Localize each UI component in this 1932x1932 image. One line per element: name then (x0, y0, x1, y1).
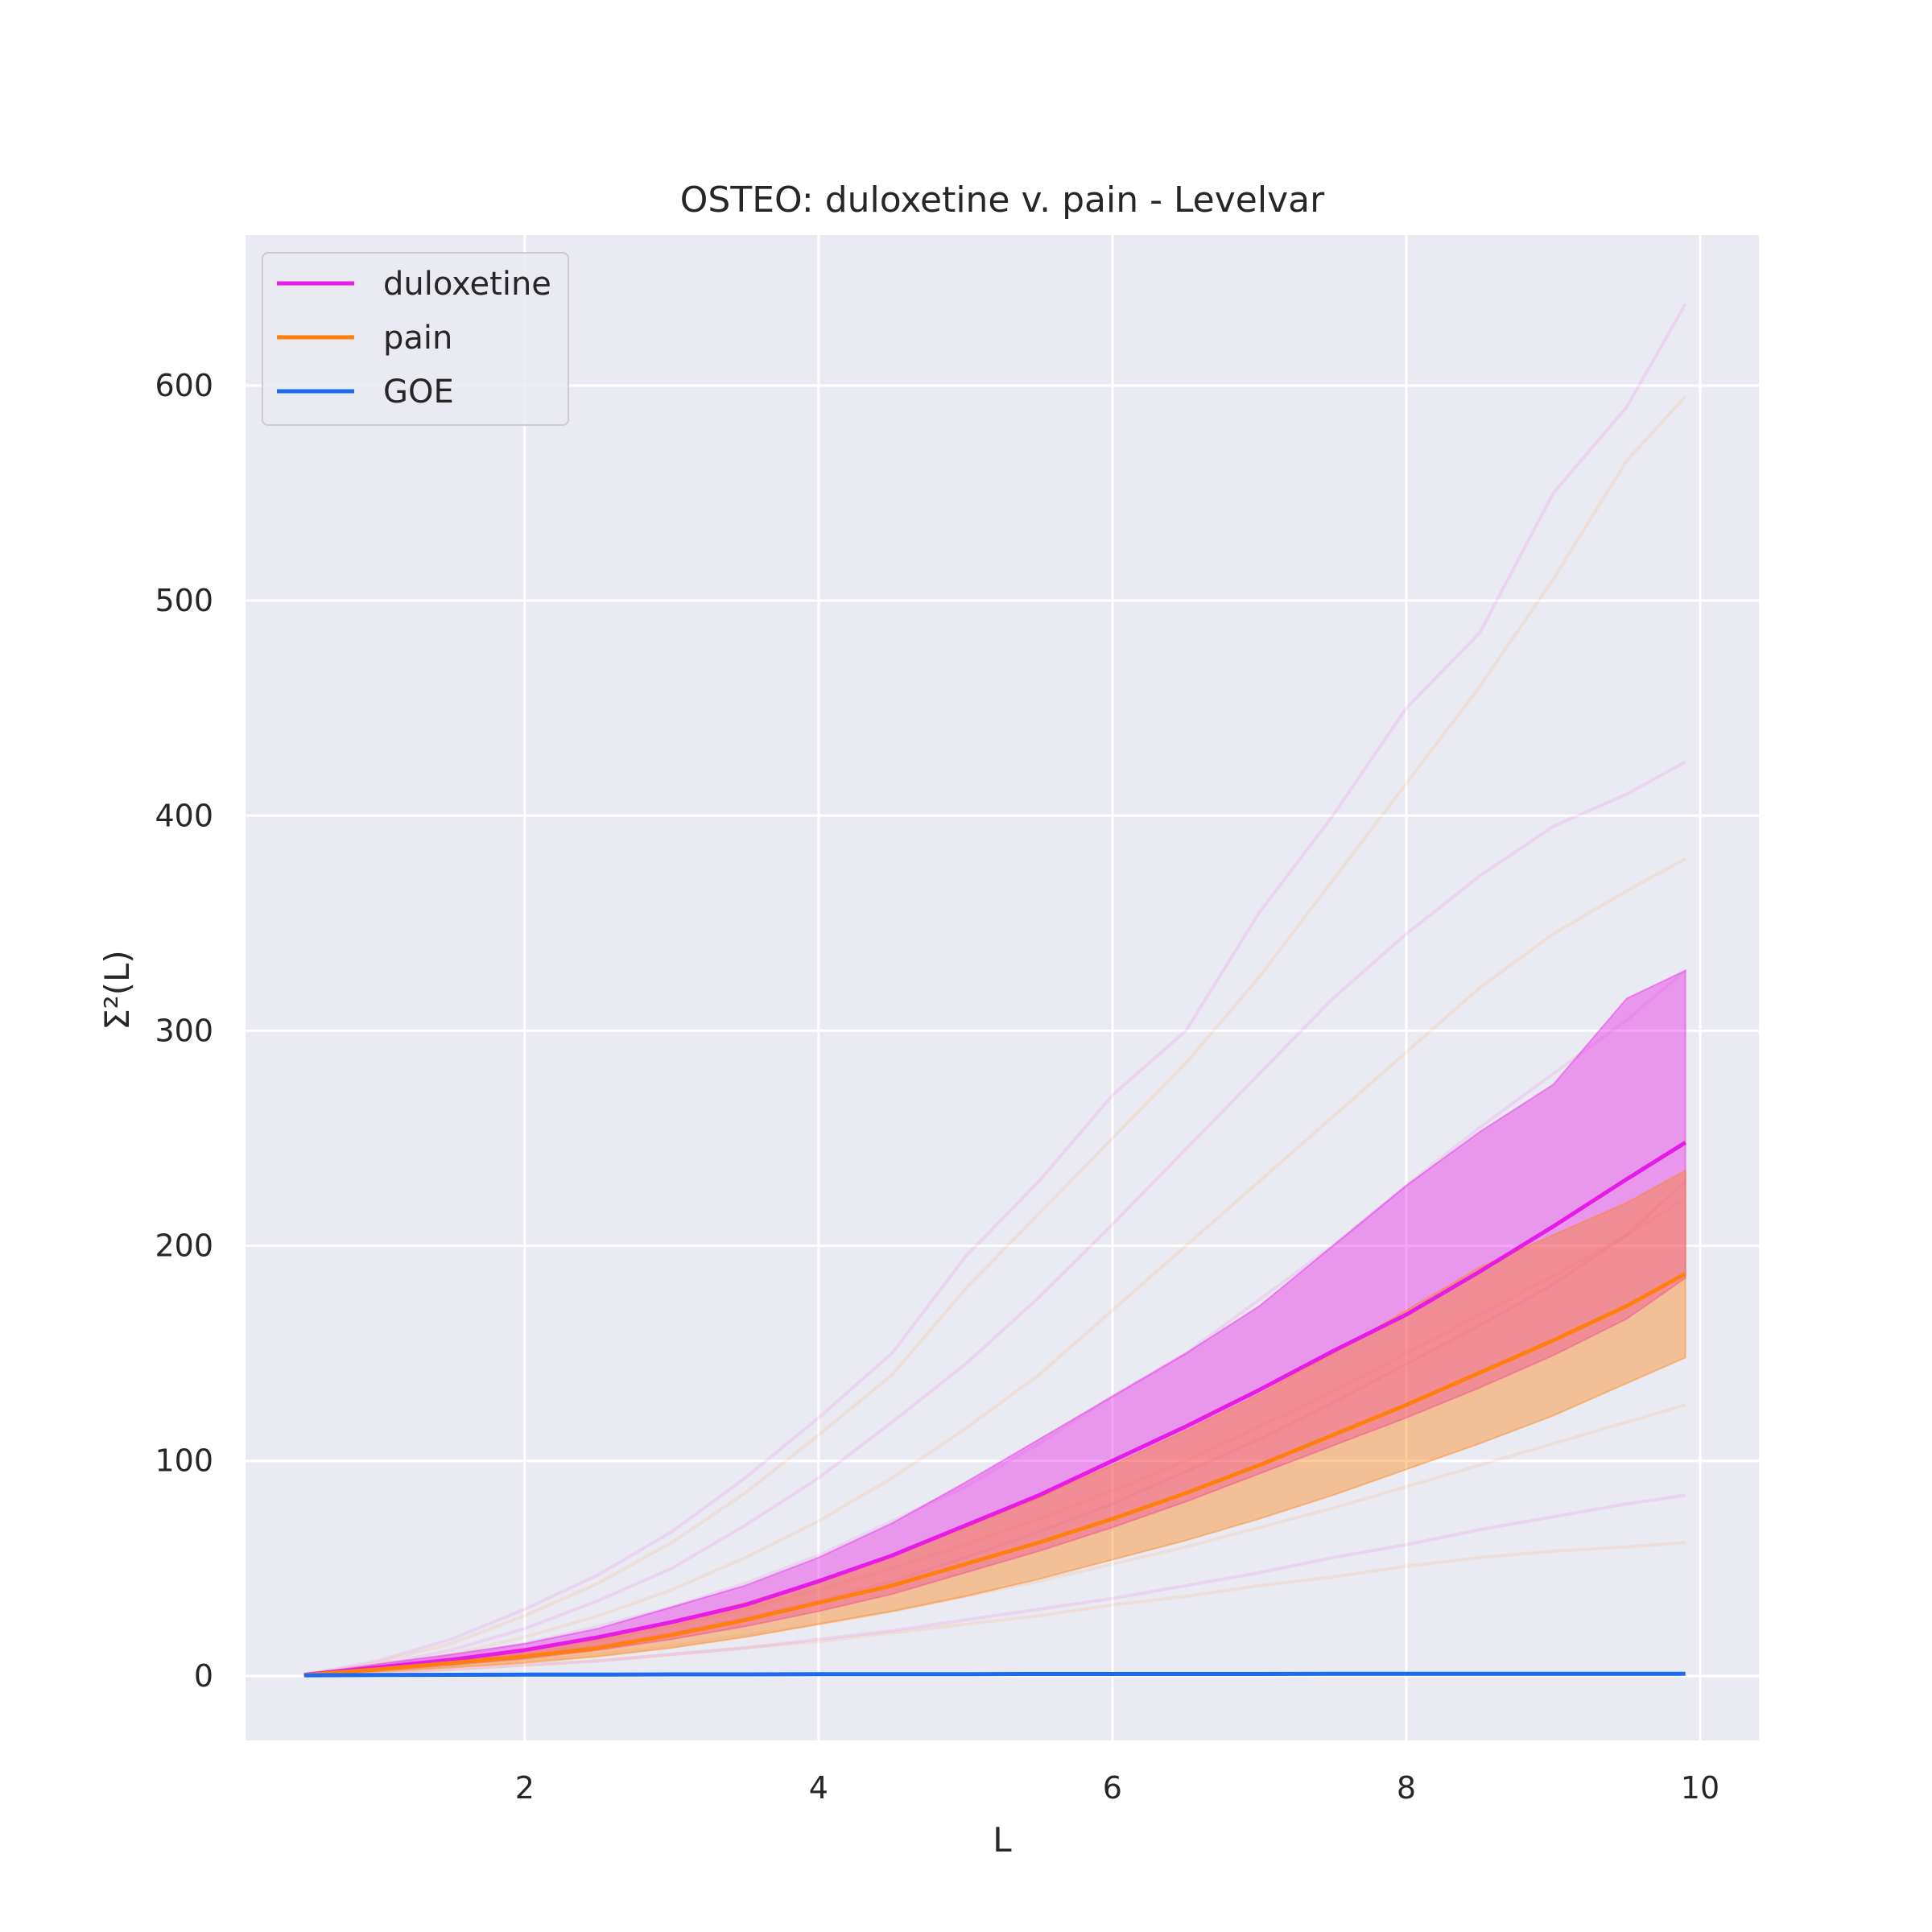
grid-lines (246, 235, 1759, 1740)
y-tick-label: 600 (155, 368, 213, 403)
x-tick-label: 6 (1103, 1770, 1122, 1806)
y-tick-label: 0 (194, 1658, 213, 1694)
duloxetine-individual-trace (303, 760, 1686, 1677)
y-tick-label: 300 (155, 1013, 213, 1048)
y-axis-label: Σ²(L) (97, 950, 137, 1030)
y-tick-label: 200 (155, 1228, 213, 1264)
plot-background (246, 235, 1759, 1740)
legend-label-duloxetine: duloxetine (383, 266, 551, 303)
duloxetine-band (303, 969, 1686, 1676)
duloxetine-individual-trace (303, 969, 1686, 1677)
duloxetine-individual-trace (303, 1493, 1686, 1678)
pain-line (303, 1272, 1686, 1678)
y-tick-label: 100 (155, 1443, 213, 1479)
pain-individual-trace (303, 857, 1686, 1677)
series-lines (303, 1141, 1687, 1678)
x-tick-label: 10 (1681, 1770, 1719, 1806)
chart-title: OSTEO: duloxetine v. pain - Levelvar (680, 180, 1325, 221)
x-tick-label: 4 (809, 1770, 828, 1806)
x-axis-label: L (993, 1820, 1012, 1860)
x-tick-label: 2 (515, 1770, 535, 1806)
pain-individual-trace (303, 395, 1687, 1677)
y-tick-label: 400 (155, 798, 213, 833)
duloxetine-individual-trace (303, 303, 1687, 1677)
duloxetine-individual-trace (303, 1179, 1687, 1677)
y-tick-label: 500 (155, 583, 213, 618)
legend-label-pain: pain (383, 320, 452, 357)
pain-individual-trace (303, 1541, 1686, 1678)
duloxetine-line (303, 1141, 1687, 1677)
individual-traces (303, 303, 1687, 1678)
legend-label-goe: GOE (383, 374, 454, 411)
legend-box (262, 252, 569, 426)
goe-line (303, 1671, 1686, 1678)
pain-individual-trace (303, 1197, 1686, 1677)
legend: duloxetine pain GOE (262, 252, 569, 426)
pain-individual-trace (303, 1403, 1686, 1678)
x-tick-label: 8 (1397, 1770, 1416, 1806)
